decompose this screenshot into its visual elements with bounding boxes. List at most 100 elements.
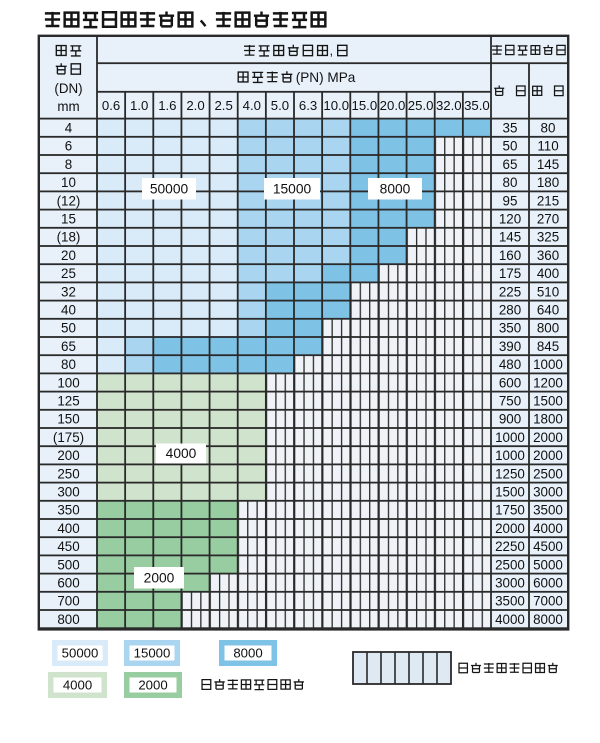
svg-text:390: 390: [499, 339, 521, 354]
svg-text:225: 225: [499, 284, 521, 299]
svg-text:80: 80: [541, 121, 556, 136]
svg-text:(PN) MPa: (PN) MPa: [296, 70, 356, 85]
svg-text:4500: 4500: [533, 539, 563, 554]
svg-text:50: 50: [61, 321, 76, 336]
svg-text:325: 325: [537, 230, 559, 245]
svg-text:1200: 1200: [533, 375, 563, 390]
svg-text:40: 40: [61, 303, 76, 318]
svg-text:1.0: 1.0: [130, 98, 148, 113]
svg-text:2000: 2000: [533, 430, 563, 445]
svg-text:1500: 1500: [495, 485, 525, 500]
svg-text:1000: 1000: [495, 448, 525, 463]
svg-text:4000: 4000: [166, 446, 197, 461]
svg-text:215: 215: [537, 193, 559, 208]
svg-text:270: 270: [537, 212, 559, 227]
svg-text:50: 50: [503, 139, 518, 154]
svg-text:7000: 7000: [533, 594, 563, 609]
svg-text:100: 100: [57, 375, 79, 390]
svg-text:20.0: 20.0: [380, 98, 406, 113]
svg-text:8000: 8000: [380, 181, 411, 196]
svg-text:110: 110: [537, 139, 558, 154]
svg-text:1750: 1750: [495, 503, 525, 518]
svg-text:750: 750: [499, 394, 521, 409]
svg-text:10: 10: [61, 175, 76, 190]
svg-text:0.6: 0.6: [102, 98, 120, 113]
svg-text:1800: 1800: [533, 412, 563, 427]
svg-text:mm: mm: [57, 99, 79, 114]
svg-text:1250: 1250: [495, 466, 525, 481]
svg-text:4.0: 4.0: [243, 98, 261, 113]
svg-text:20: 20: [61, 248, 76, 263]
svg-text:2.0: 2.0: [186, 98, 204, 113]
svg-text:300: 300: [57, 485, 79, 500]
svg-text:360: 360: [537, 248, 559, 263]
svg-text:1000: 1000: [495, 430, 525, 445]
svg-text:8: 8: [65, 157, 72, 172]
svg-text:180: 180: [537, 175, 559, 190]
svg-text:3000: 3000: [533, 485, 563, 500]
svg-text:6000: 6000: [533, 576, 563, 591]
svg-text:6.3: 6.3: [299, 98, 317, 113]
svg-text:15000: 15000: [273, 181, 312, 196]
svg-text:8000: 8000: [533, 612, 563, 627]
svg-text:280: 280: [499, 303, 521, 318]
svg-text:3500: 3500: [533, 503, 563, 518]
svg-text:80: 80: [61, 357, 76, 372]
svg-text:32: 32: [61, 284, 76, 299]
svg-text:2500: 2500: [533, 466, 563, 481]
svg-text:2000: 2000: [144, 570, 175, 585]
svg-text:25: 25: [61, 266, 76, 281]
svg-text:50000: 50000: [150, 181, 189, 196]
svg-text:2000: 2000: [495, 521, 525, 536]
svg-text:600: 600: [57, 576, 79, 591]
svg-text:2250: 2250: [495, 539, 525, 554]
svg-text:200: 200: [57, 448, 79, 463]
svg-text:1.6: 1.6: [158, 98, 176, 113]
svg-text:32.0: 32.0: [436, 98, 462, 113]
svg-text:160: 160: [499, 248, 521, 263]
svg-text:65: 65: [61, 339, 76, 354]
svg-text:640: 640: [537, 303, 559, 318]
svg-text:800: 800: [537, 321, 559, 336]
svg-text:175: 175: [499, 266, 521, 281]
svg-text:700: 700: [57, 594, 79, 609]
svg-text:350: 350: [499, 321, 521, 336]
svg-text:5000: 5000: [533, 557, 563, 572]
svg-text:6: 6: [65, 139, 72, 154]
svg-text:50000: 50000: [62, 646, 99, 661]
svg-text:35: 35: [503, 121, 518, 136]
svg-text:4000: 4000: [63, 678, 92, 693]
svg-text:125: 125: [57, 394, 79, 409]
svg-text:15000: 15000: [134, 646, 171, 661]
svg-text:400: 400: [57, 521, 79, 536]
svg-text:2500: 2500: [495, 557, 525, 572]
svg-text:95: 95: [503, 193, 518, 208]
svg-text:350: 350: [57, 503, 79, 518]
svg-text:400: 400: [537, 266, 559, 281]
svg-text:35.0: 35.0: [464, 98, 490, 113]
svg-text:80: 80: [503, 175, 518, 190]
svg-text:(12): (12): [57, 193, 81, 208]
svg-text:(175): (175): [53, 430, 84, 445]
svg-text:845: 845: [537, 339, 559, 354]
svg-text:510: 510: [537, 284, 559, 299]
svg-text:800: 800: [57, 612, 79, 627]
svg-text:145: 145: [537, 157, 559, 172]
svg-text:8000: 8000: [233, 646, 262, 661]
svg-text:3000: 3000: [495, 576, 525, 591]
svg-text:145: 145: [499, 230, 521, 245]
svg-text:2000: 2000: [138, 678, 167, 693]
svg-text:250: 250: [57, 466, 79, 481]
svg-text:15.0: 15.0: [352, 98, 378, 113]
svg-text:(DN): (DN): [54, 81, 82, 96]
svg-text:500: 500: [57, 557, 79, 572]
svg-text:480: 480: [499, 357, 521, 372]
svg-text:(18): (18): [57, 230, 81, 245]
svg-text:4000: 4000: [495, 612, 525, 627]
svg-text:3500: 3500: [495, 594, 525, 609]
svg-text:15: 15: [61, 212, 76, 227]
svg-text:900: 900: [499, 412, 521, 427]
svg-text:150: 150: [57, 412, 79, 427]
svg-text:25.0: 25.0: [408, 98, 434, 113]
svg-text:450: 450: [57, 539, 79, 554]
